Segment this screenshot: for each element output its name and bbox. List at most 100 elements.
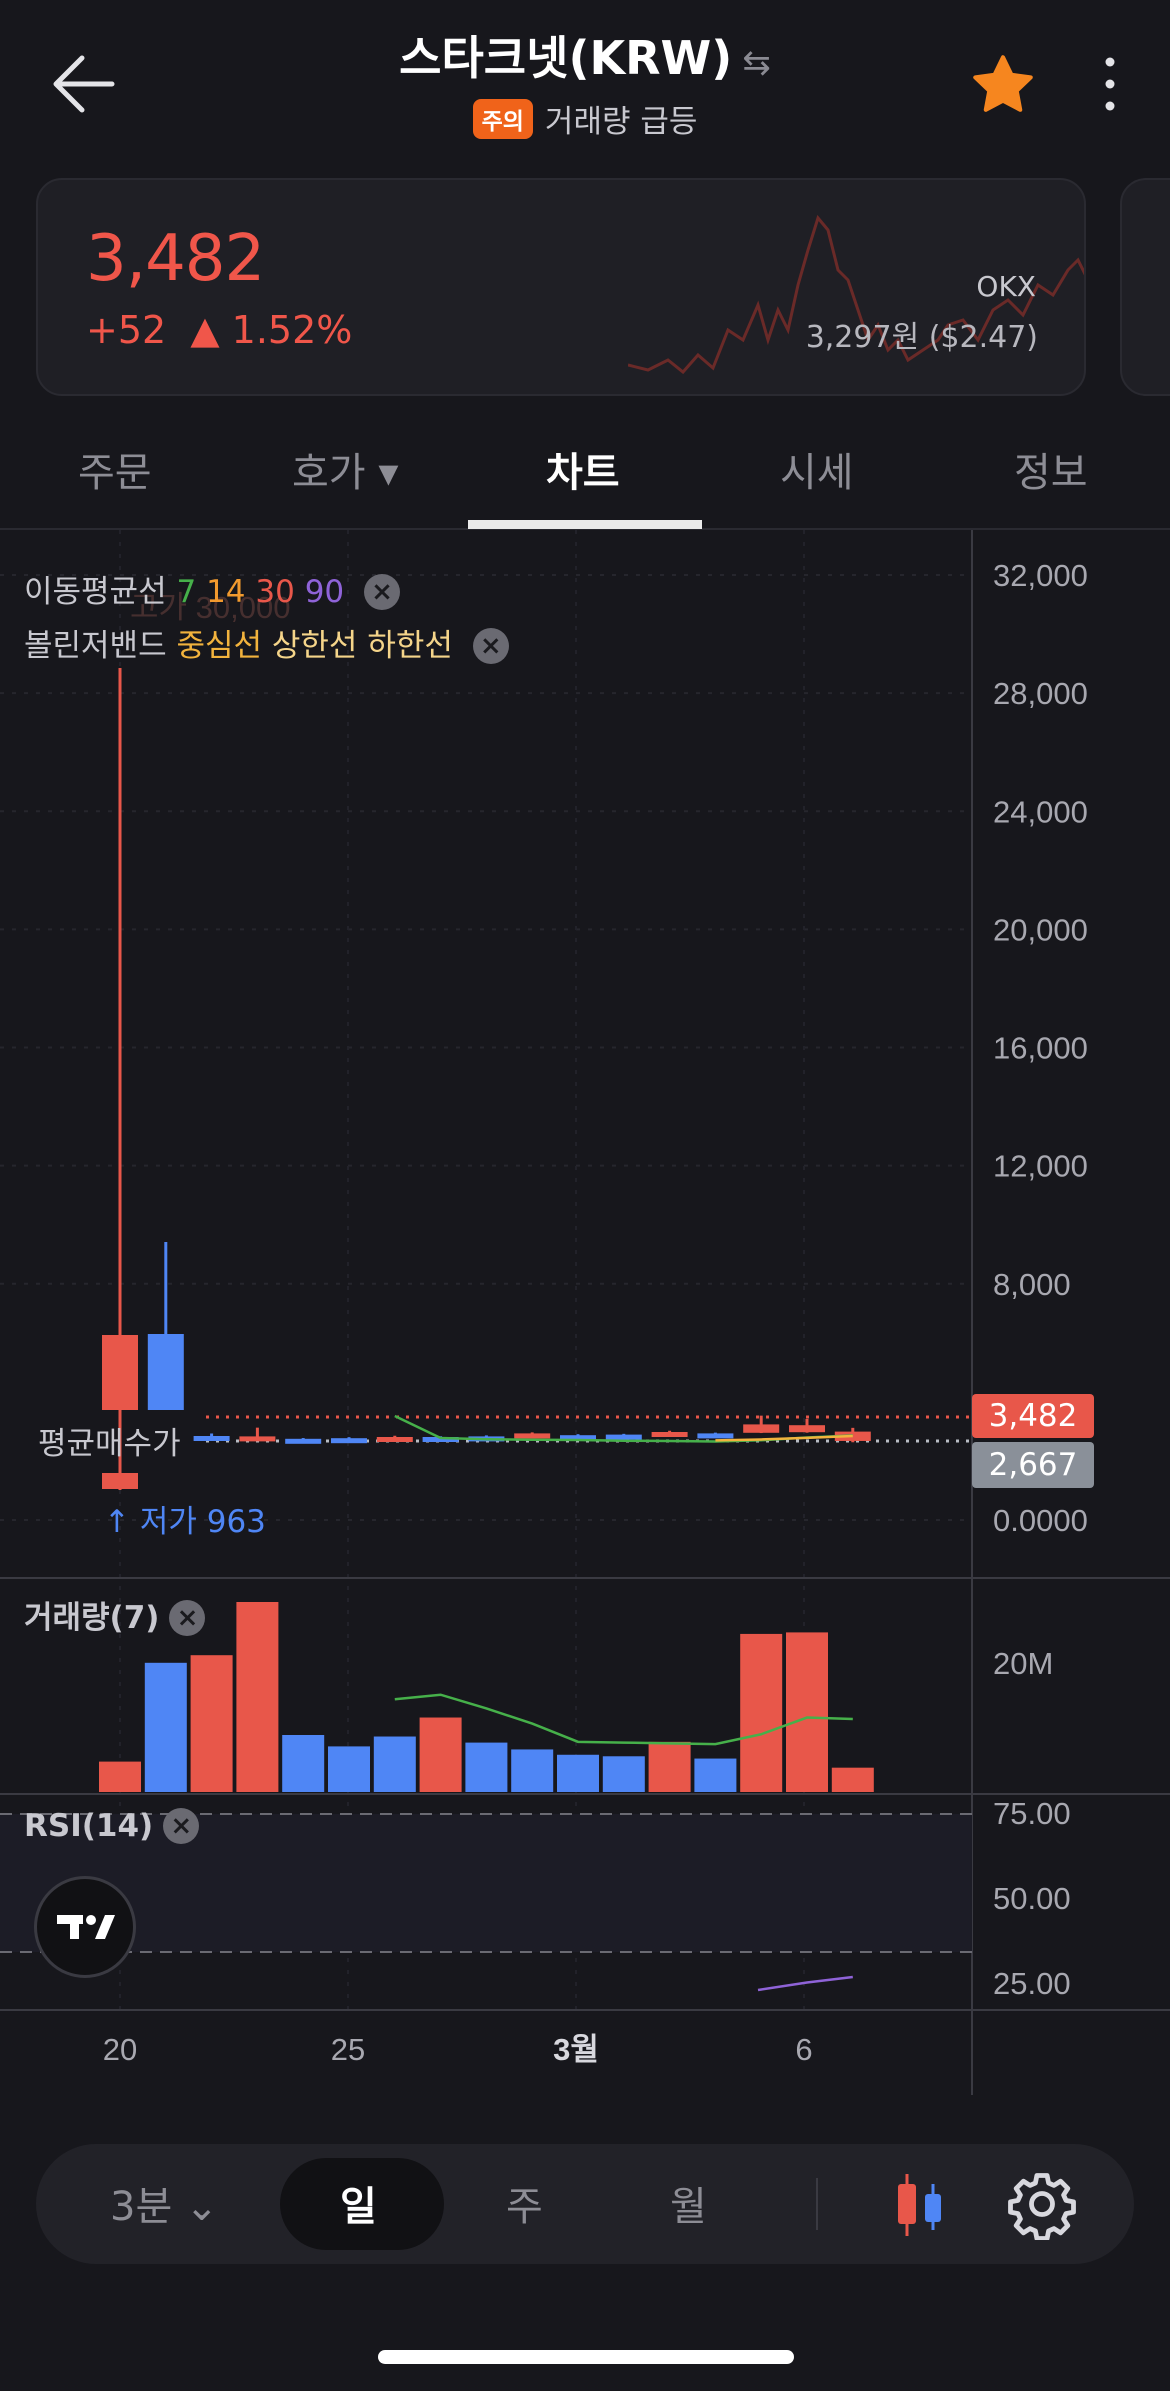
volume-bar — [557, 1754, 599, 1792]
high-price-label: 고가 30,000 — [130, 590, 290, 625]
volume-bar — [282, 1735, 325, 1792]
price-card[interactable]: 3,482 +52 ▲ 1.52% OKX 3,297원 ($2.47) — [36, 178, 1086, 396]
tab-info[interactable]: 정보 — [1014, 450, 1088, 496]
close-icon[interactable]: × — [364, 574, 400, 610]
y-tick-label: 8,000 — [993, 1267, 1071, 1302]
tab-orderbook[interactable]: 호가 ▾ — [292, 450, 399, 496]
page-title: 스타크넷(KRW) ⇆ — [0, 22, 1170, 88]
rsi-y-tick: 75.00 — [993, 1796, 1071, 1831]
rsi-band — [0, 1814, 972, 1952]
close-icon[interactable]: × — [169, 1600, 206, 1636]
volume-bar — [99, 1761, 141, 1792]
arrow-left-icon — [53, 55, 115, 113]
interval-dropdown[interactable]: 3분 ⌄ — [110, 2184, 219, 2230]
y-tick-label: 20,000 — [993, 912, 1088, 947]
volume-bar — [419, 1717, 462, 1792]
x-tick-label: 6 — [795, 2032, 812, 2067]
interval-month-button[interactable]: 월 — [670, 2184, 707, 2230]
price-change: +52 ▲ 1.52% — [86, 308, 352, 352]
more-vertical-icon — [1105, 57, 1115, 111]
interval-week-button[interactable]: 주 — [506, 2184, 543, 2230]
candle-body — [102, 1335, 138, 1410]
change-amount: +52 — [86, 308, 167, 352]
candle-body — [605, 1434, 642, 1440]
ma-legend-label: 이동평균선 — [24, 574, 167, 610]
volume-bar — [511, 1749, 554, 1792]
next-card-peek[interactable] — [1120, 178, 1170, 396]
volume-bar — [328, 1746, 370, 1792]
low-price-label: ↑ 저가 963 — [104, 1496, 266, 1541]
candle-body — [743, 1424, 780, 1433]
change-percent: ▲ 1.52% — [190, 308, 353, 352]
tradingview-logo[interactable] — [34, 1876, 136, 1978]
bollinger-legend: 볼린저밴드 중심선 상한선 하한선 × — [24, 620, 509, 665]
volume-y-tick: 20M — [993, 1646, 1053, 1681]
more-menu-button[interactable] — [1090, 52, 1130, 122]
tab-chart[interactable]: 차트 — [546, 450, 620, 496]
rsi-y-tick: 25.00 — [993, 1966, 1071, 2001]
y-tick-label: 24,000 — [993, 794, 1088, 829]
volume-bar — [465, 1742, 508, 1792]
volume-bar — [373, 1736, 416, 1792]
favorite-button[interactable] — [968, 50, 1038, 120]
candle-body — [422, 1437, 459, 1442]
bollinger-mid-line — [715, 1434, 853, 1442]
exchange-price: 3,297원 ($2.47) — [805, 320, 1038, 355]
bb-lower: 하한선 — [367, 628, 453, 664]
x-tick-label: 25 — [331, 2032, 365, 2067]
current-price-tag: 3,482 — [972, 1394, 1094, 1438]
warning-badge: 주의 — [472, 99, 533, 139]
candle-body — [239, 1436, 276, 1442]
exchange-name: OKX — [976, 270, 1036, 303]
page-subtitle: 주의 거래량 급등 — [0, 96, 1170, 141]
candle-body — [147, 1334, 184, 1410]
candlestick-icon — [898, 2174, 941, 2236]
bb-middle: 중심선 — [176, 628, 263, 664]
tab-divider — [0, 528, 1170, 530]
rsi-legend: RSI(14) × — [24, 1808, 200, 1844]
tab-bar: 주문 호가 ▾ 차트 시세 정보 — [0, 416, 1170, 528]
candle-body — [789, 1425, 825, 1433]
bb-upper: 상한선 — [271, 628, 358, 664]
candle-body — [376, 1437, 413, 1442]
candle-body — [514, 1433, 551, 1439]
close-icon[interactable]: × — [472, 628, 509, 664]
interval-day-button[interactable]: 일 — [340, 2184, 377, 2230]
candle-body — [560, 1435, 596, 1441]
ma-period-7: 7 — [176, 574, 197, 610]
settings-button[interactable] — [1006, 2168, 1078, 2244]
ma-period-90: 90 — [304, 574, 345, 610]
star-icon — [973, 55, 1033, 112]
rsi-line — [757, 1975, 853, 1992]
price-chart[interactable]: 32,000 28,000 24,000 20,000 16,000 12,000 8,00… — [0, 530, 1170, 2100]
volume-bar — [144, 1662, 187, 1792]
day-pill-bg — [280, 2158, 444, 2250]
y-tick-label: 16,000 — [993, 1031, 1088, 1066]
candle-body — [193, 1436, 230, 1441]
sparkline-chart — [628, 214, 1084, 375]
y-tick-label: 0.0000 — [993, 1503, 1088, 1538]
volume-bar — [786, 1632, 828, 1792]
tab-market[interactable]: 시세 — [780, 450, 854, 496]
back-button[interactable] — [42, 42, 126, 126]
rsi-y-tick: 50.00 — [993, 1881, 1071, 1916]
toolbar-divider — [816, 2178, 818, 2230]
bollinger-legend-label: 볼린저밴드 — [24, 628, 167, 664]
candle-body — [651, 1432, 688, 1437]
avg-buy-price-label: 평균매수가 — [38, 1426, 181, 1462]
low-price-text: 저가 963 — [139, 1504, 266, 1540]
ma-period-30: 30 — [255, 574, 295, 610]
coin-name: 스타크넷(KRW) — [399, 31, 733, 85]
close-icon[interactable]: × — [163, 1808, 200, 1844]
ma-period-14: 14 — [206, 574, 246, 610]
gear-icon — [1008, 2173, 1076, 2241]
home-indicator — [378, 2350, 794, 2364]
chart-toolbar: 3분 ⌄ 일 주 월 — [36, 2144, 1134, 2264]
tab-order[interactable]: 주문 — [78, 450, 152, 496]
swap-icon[interactable]: ⇆ — [742, 43, 771, 83]
rsi-legend-label: RSI(14) — [24, 1808, 154, 1844]
volume-bar — [831, 1767, 874, 1792]
y-tick-label: 28,000 — [993, 676, 1088, 711]
volume-ma-line — [394, 1693, 853, 1746]
candle-type-button[interactable] — [890, 2170, 950, 2244]
